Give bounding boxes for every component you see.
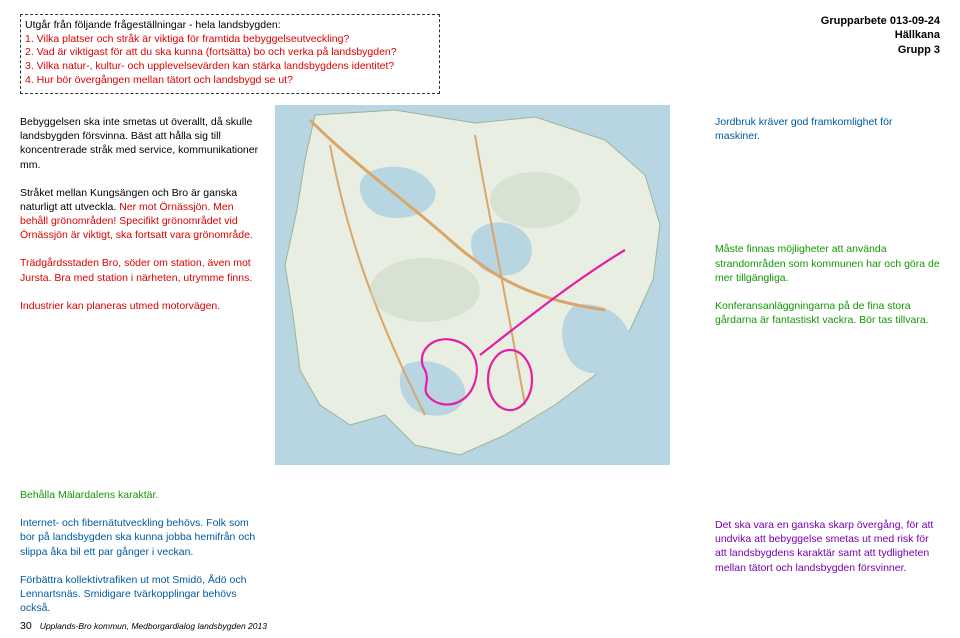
question-2: 2. Vad är viktigast för att du ska kunna… xyxy=(25,46,431,60)
left-p1: Bebyggelsen ska inte smetas ut överallt,… xyxy=(20,115,260,172)
right-spacer xyxy=(715,157,940,242)
lowerleft-p3: Förbättra kollektivtrafiken ut mot Smidö… xyxy=(20,573,260,616)
meta-title: Grupparbete 013-09-24 xyxy=(821,14,940,28)
right-p2: Måste finnas möjligheter att använda str… xyxy=(715,242,940,285)
lowerleft-p2: Internet- och fibernätutveckling behövs.… xyxy=(20,516,260,559)
footer-source: Upplands-Bro kommun, Medborgardialog lan… xyxy=(40,621,267,631)
lowerleft-p1: Behålla Mälardalens karaktär. xyxy=(20,488,260,502)
page-root: Utgår från följande frågeställningar - h… xyxy=(0,0,960,638)
left-p2: Stråket mellan Kungsängen och Bro är gan… xyxy=(20,186,260,243)
right-p1: Jordbruk kräver god framkomlighet för ma… xyxy=(715,115,940,143)
lower-right-column: Det ska vara en ganska skarp övergång, f… xyxy=(715,488,940,589)
left-p4: Industrier kan planeras utmed motorvägen… xyxy=(20,299,260,313)
header-meta: Grupparbete 013-09-24 Hällkana Grupp 3 xyxy=(821,14,940,57)
meta-place: Hällkana xyxy=(821,28,940,42)
map-svg xyxy=(275,105,670,465)
map-shade-2 xyxy=(490,172,580,228)
map xyxy=(275,105,670,465)
lower-left-column: Behålla Mälardalens karaktär. Internet- … xyxy=(20,488,260,629)
right-p3: Konferansanläggningarna på de fina stora… xyxy=(715,299,940,327)
body-grid: Bebyggelsen ska inte smetas ut överallt,… xyxy=(20,115,940,608)
lower-right-spacer xyxy=(715,488,940,518)
question-box: Utgår från följande frågeställningar - h… xyxy=(20,14,440,94)
page-number: 30 xyxy=(20,620,32,632)
right-column: Jordbruk kräver god framkomlighet för ma… xyxy=(715,115,940,341)
top-row: Utgår från följande frågeställningar - h… xyxy=(20,14,940,94)
lowerright-p1: Det ska vara en ganska skarp övergång, f… xyxy=(715,518,940,575)
question-heading: Utgår från följande frågeställningar - h… xyxy=(25,19,431,33)
question-4: 4. Hur bör övergången mellan tätort och … xyxy=(25,74,431,88)
meta-group: Grupp 3 xyxy=(821,43,940,57)
question-1: 1. Vilka platser och stråk är viktiga fö… xyxy=(25,33,431,47)
footer: 30 Upplands-Bro kommun, Medborgardialog … xyxy=(20,620,267,632)
question-3: 3. Vilka natur-, kultur- och upplevelsev… xyxy=(25,60,431,74)
left-p3: Trädgårdsstaden Bro, söder om station, ä… xyxy=(20,256,260,284)
left-column: Bebyggelsen ska inte smetas ut överallt,… xyxy=(20,115,260,327)
map-shade-1 xyxy=(370,258,480,322)
